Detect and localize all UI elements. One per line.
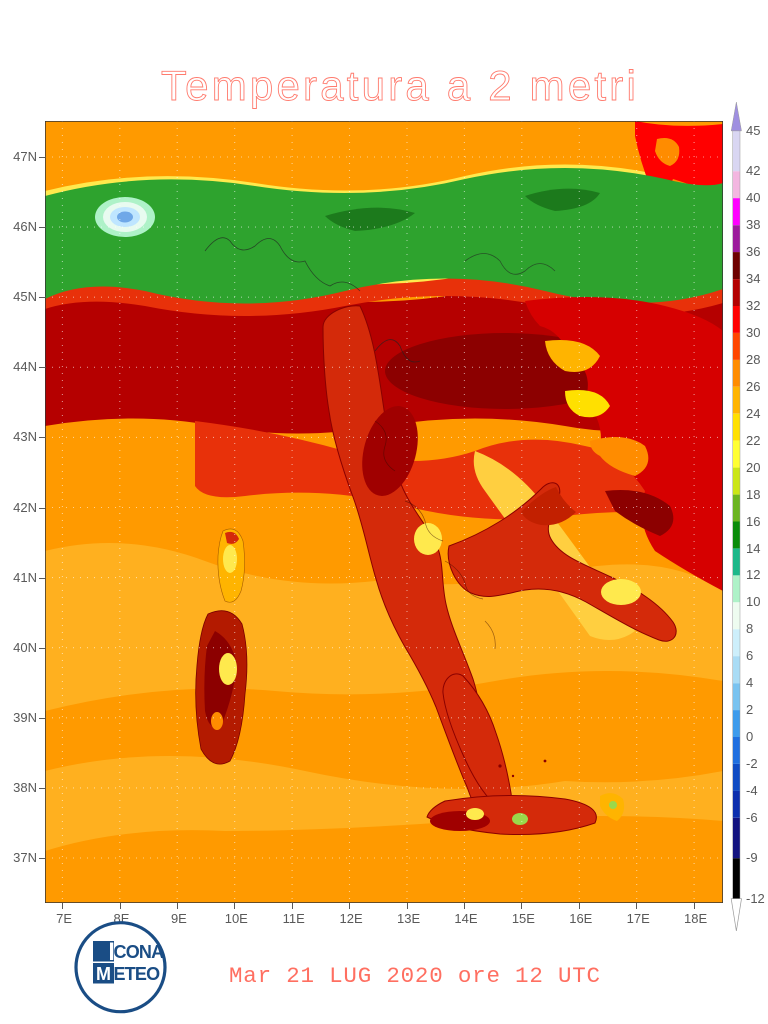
svg-text:M: M — [96, 964, 111, 984]
svg-text:ETEO: ETEO — [114, 964, 161, 984]
svg-text:CONA: CONA — [114, 942, 165, 962]
